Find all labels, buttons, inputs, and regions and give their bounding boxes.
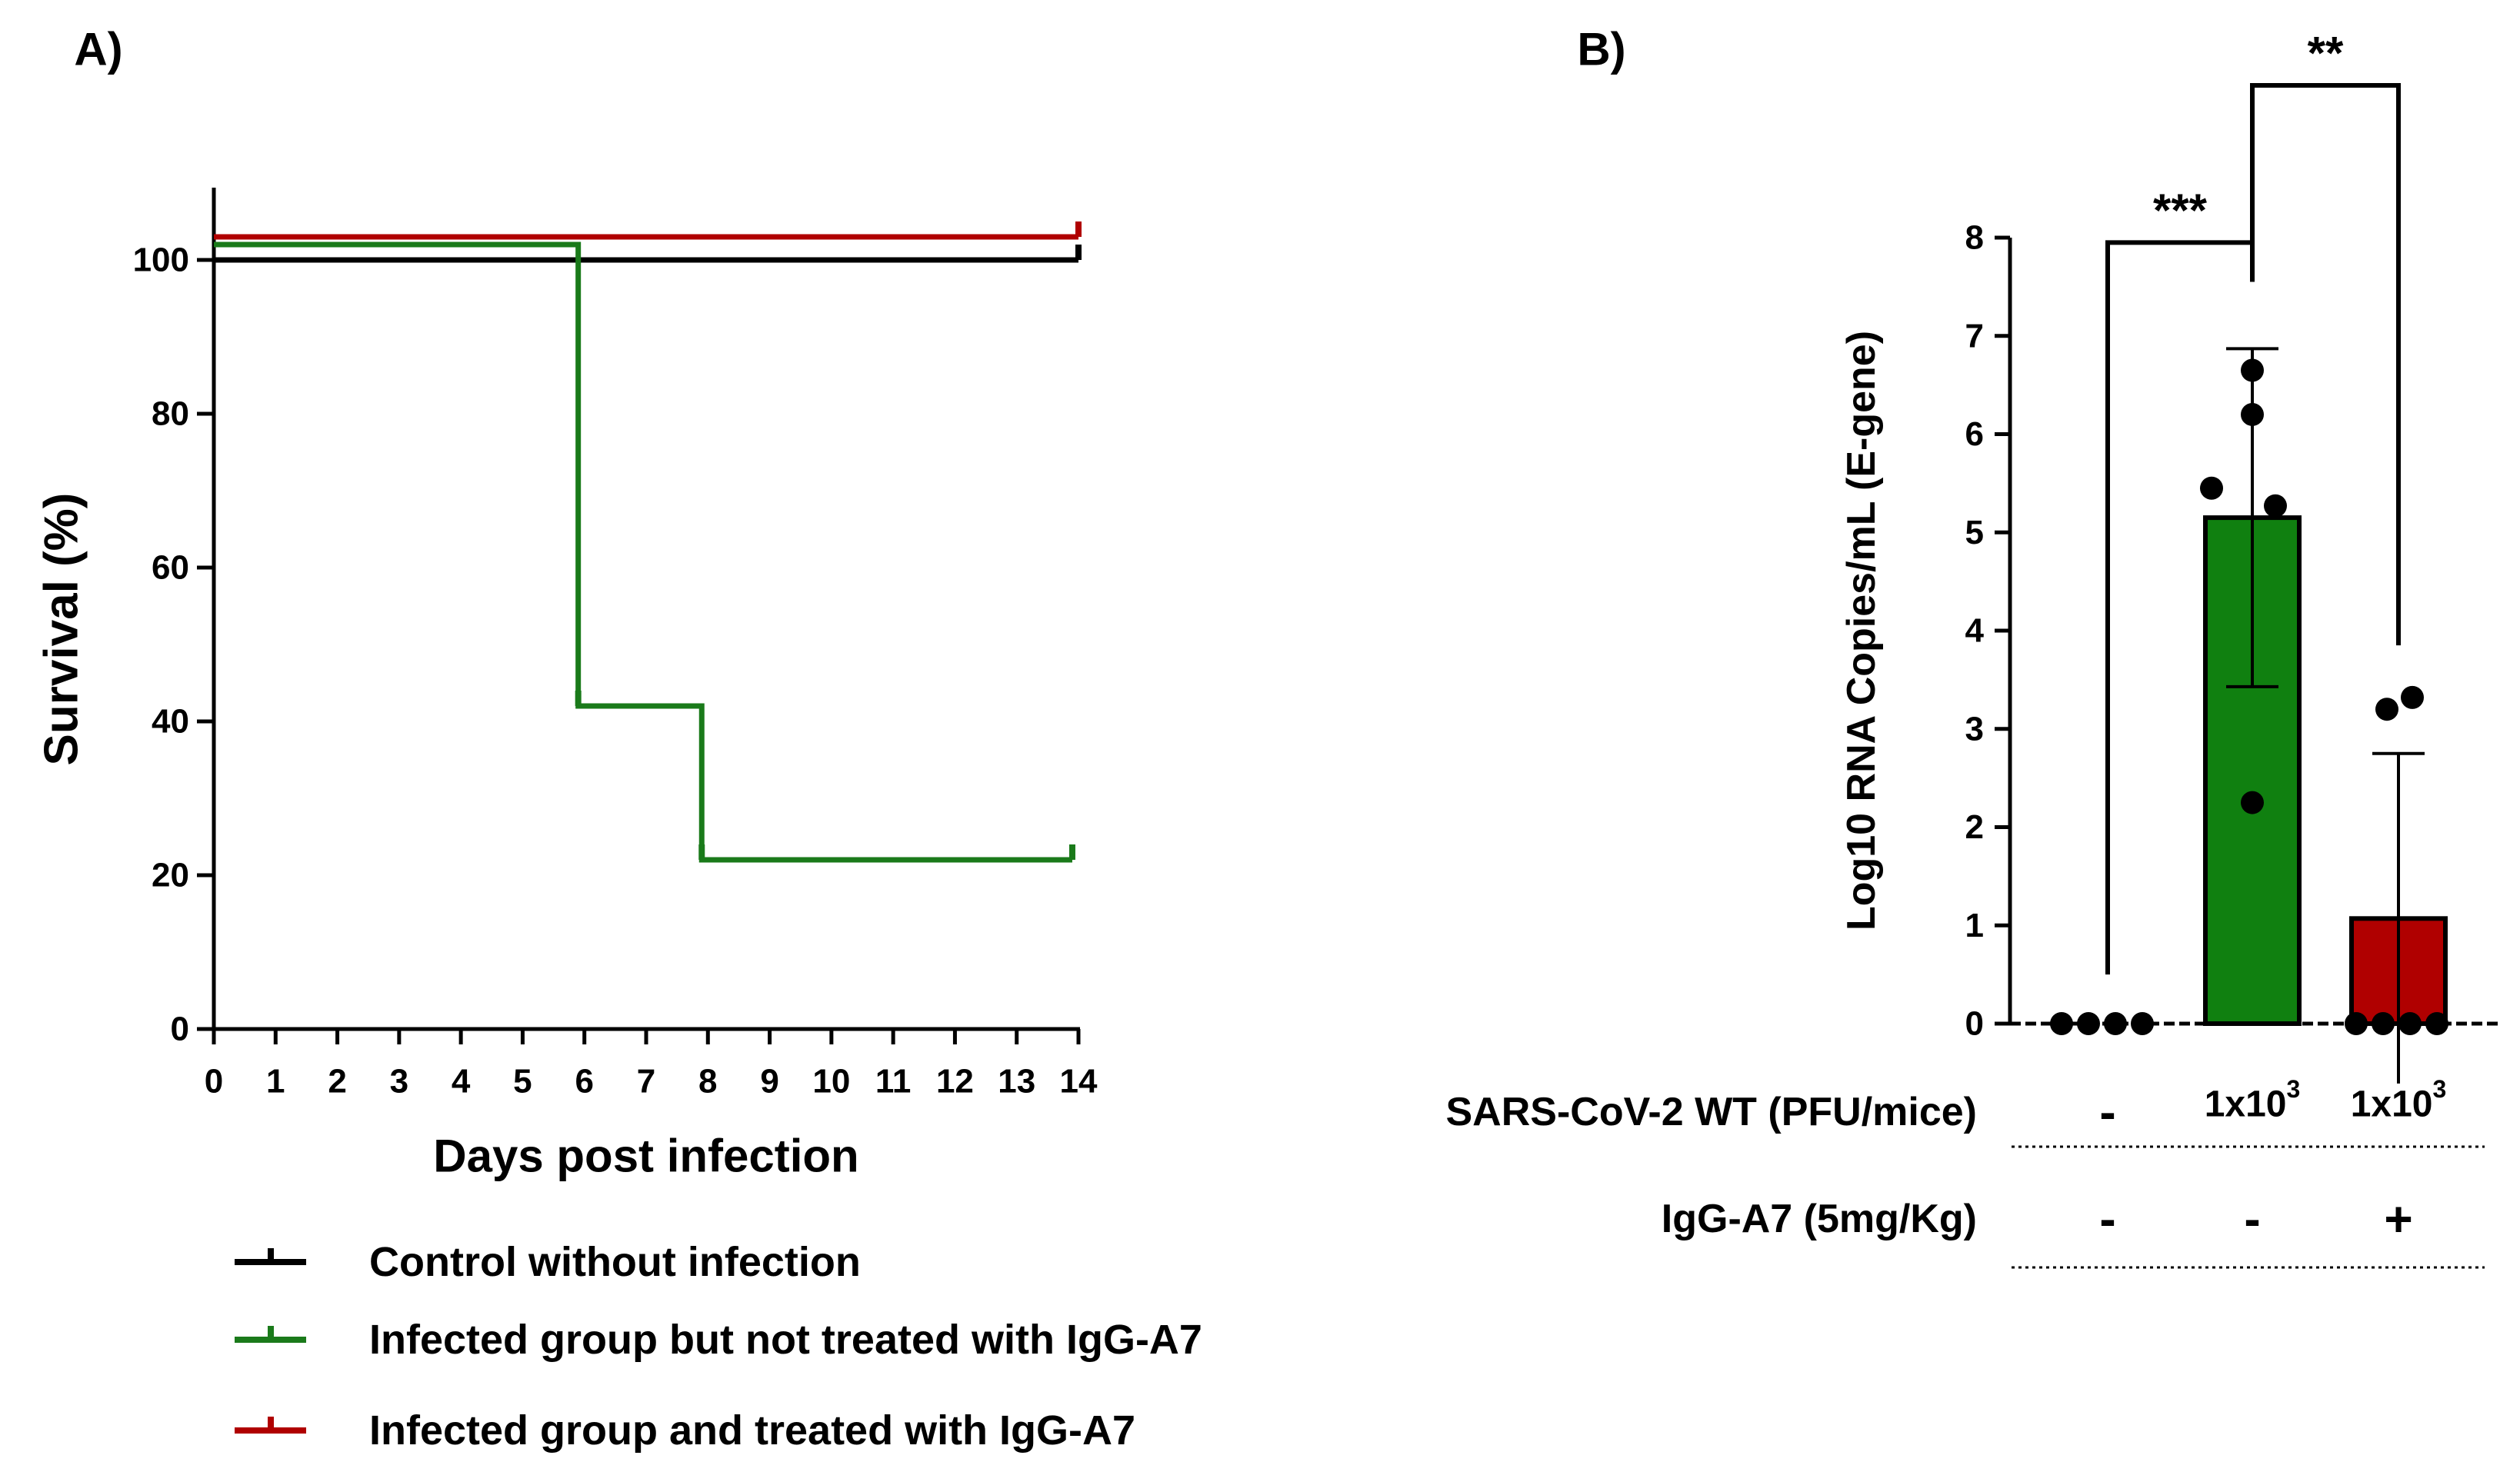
y-tick-label: 5	[1965, 514, 1984, 551]
significance-bracket	[2250, 83, 2401, 646]
x-tick-label: 9	[760, 1063, 778, 1101]
x-tick-label: 14	[1060, 1063, 1098, 1101]
data-point	[2375, 698, 2398, 721]
y-tick-label: 0	[1965, 1005, 1984, 1043]
y-tick-label: 6	[1965, 415, 1984, 453]
x-tick-label: 1	[266, 1063, 285, 1101]
panel-label-b: B)	[1577, 24, 1625, 75]
x-tick-label: 2	[328, 1063, 346, 1101]
x-tick-label: 12	[936, 1063, 974, 1101]
survival-line-2	[214, 241, 1072, 863]
data-point	[2241, 402, 2264, 426]
y-tick-label: 3	[1965, 710, 1984, 748]
x-tick-label: 11	[875, 1063, 912, 1101]
condition-row-label: IgG-A7 (5mg/Kg)	[1662, 1197, 1977, 1241]
y-tick-label: 1	[1965, 907, 1984, 944]
y-tick-label: 8	[1965, 219, 1984, 257]
legend-label: Control without infection	[369, 1239, 861, 1285]
x-tick-label: 0	[205, 1063, 223, 1101]
condition-cell-superscript: 3	[2432, 1075, 2446, 1103]
x-tick-label: 6	[575, 1063, 593, 1101]
data-point	[2398, 1012, 2422, 1035]
y-tick-label: 7	[1965, 317, 1984, 355]
legend-entry-2: Infected group but not treated with IgG-…	[235, 1317, 1202, 1363]
data-point	[2050, 1012, 2073, 1035]
data-point	[2372, 1012, 2395, 1035]
data-point	[2241, 791, 2264, 814]
data-point	[2200, 476, 2223, 500]
significance-label: ***	[2153, 185, 2208, 236]
condition-row-label: SARS-CoV-2 WT (PFU/mice)	[1446, 1090, 1978, 1134]
data-point	[2401, 685, 2424, 709]
y-axis-title: Log10 RNA Copies/mL (E-gene)	[1839, 331, 1884, 931]
condition-cell-superscript: 3	[2286, 1075, 2300, 1103]
legend-label: Infected group and treated with IgG-A7	[369, 1407, 1135, 1454]
y-tick-label: 80	[152, 395, 189, 433]
condition-cell: -	[2099, 1084, 2115, 1140]
y-tick-label: 20	[152, 857, 189, 894]
data-point	[2264, 494, 2287, 518]
y-tick-label: 100	[133, 241, 189, 279]
condition-cell: -	[2099, 1191, 2115, 1247]
x-axis-title: Days post infection	[433, 1131, 858, 1182]
y-tick-label: 60	[152, 549, 189, 587]
data-point	[2104, 1012, 2127, 1035]
y-tick-label: 40	[152, 703, 189, 741]
viral-load-chart: B) 0 1 2 3 4 5 6 7 8 Log10 RNA Copies/mL (E-gene) *…	[1446, 24, 2500, 1269]
significance-label: **	[2308, 28, 2344, 79]
x-tick-label: 13	[998, 1063, 1035, 1101]
condition-cell: +	[2384, 1191, 2412, 1247]
y-axis-title: Survival (%)	[35, 493, 88, 766]
legend-entry-3: Infected group and treated with IgG-A7	[235, 1407, 1135, 1454]
condition-cell: 1x103	[2205, 1075, 2301, 1125]
data-point	[2131, 1012, 2154, 1035]
x-tick-label: 10	[812, 1063, 850, 1101]
x-tick-label: 3	[390, 1063, 408, 1101]
x-tick-label: 4	[452, 1063, 471, 1101]
x-tick-label: 5	[513, 1063, 532, 1101]
y-tick-label: 2	[1965, 808, 1984, 846]
condition-cell: 1x103	[2351, 1075, 2447, 1125]
legend-label: Infected group but not treated with IgG-…	[369, 1317, 1202, 1363]
data-point	[2345, 1012, 2368, 1035]
x-tick-label: 7	[637, 1063, 655, 1101]
y-tick-label: 4	[1965, 612, 1985, 650]
panel-label-a: A)	[74, 24, 122, 75]
data-point	[2077, 1012, 2100, 1035]
condition-cell: -	[2244, 1191, 2260, 1247]
x-tick-label: 8	[698, 1063, 717, 1101]
data-point	[2241, 358, 2264, 382]
data-point	[2425, 1012, 2448, 1035]
legend-entry-1: Control without infection	[235, 1239, 861, 1285]
y-tick-label: 0	[171, 1011, 189, 1048]
